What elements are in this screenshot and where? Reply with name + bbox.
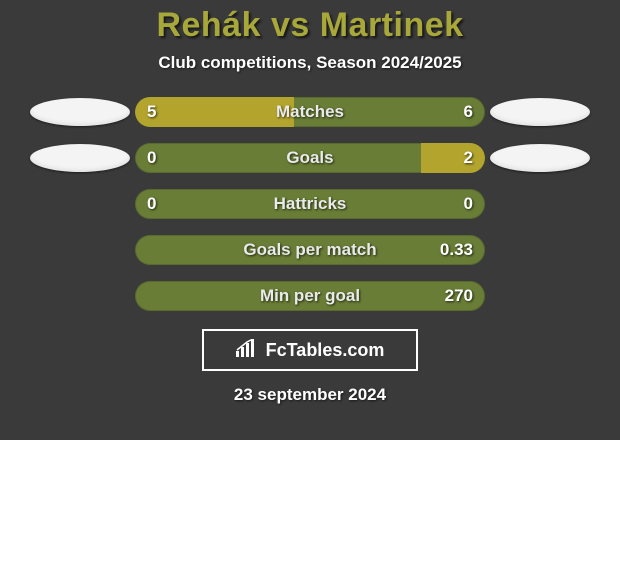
badge-ellipse bbox=[30, 98, 130, 126]
chart-icon bbox=[236, 339, 258, 362]
stat-value-right: 6 bbox=[464, 97, 473, 127]
badge-ellipse bbox=[490, 98, 590, 126]
stat-value-right: 0 bbox=[464, 189, 473, 219]
stat-label: Hattricks bbox=[135, 189, 485, 219]
stat-bar: 0Goals2 bbox=[135, 143, 485, 173]
page-title: Rehák vs Martinek bbox=[0, 6, 620, 45]
player-right-badge bbox=[485, 144, 595, 172]
player-left-badge bbox=[25, 144, 135, 172]
stat-bar: 5Matches6 bbox=[135, 97, 485, 127]
stat-value-right: 270 bbox=[445, 281, 473, 311]
stat-bar: Goals per match0.33 bbox=[135, 235, 485, 265]
player-right-badge bbox=[485, 98, 595, 126]
comparison-card: Rehák vs Martinek Club competitions, Sea… bbox=[0, 0, 620, 440]
stat-label: Matches bbox=[135, 97, 485, 127]
stat-value-right: 0.33 bbox=[440, 235, 473, 265]
stat-row: 0Hattricks0 bbox=[0, 189, 620, 219]
attribution-badge: FcTables.com bbox=[202, 329, 418, 371]
stat-label: Goals per match bbox=[135, 235, 485, 265]
stat-label: Goals bbox=[135, 143, 485, 173]
badge-ellipse bbox=[30, 144, 130, 172]
footer-date: 23 september 2024 bbox=[0, 385, 620, 405]
stat-rows: 5Matches60Goals20Hattricks0Goals per mat… bbox=[0, 97, 620, 311]
badge-ellipse bbox=[490, 144, 590, 172]
subtitle: Club competitions, Season 2024/2025 bbox=[0, 53, 620, 73]
stat-label: Min per goal bbox=[135, 281, 485, 311]
stat-row: Goals per match0.33 bbox=[0, 235, 620, 265]
stat-row: Min per goal270 bbox=[0, 281, 620, 311]
stat-row: 5Matches6 bbox=[0, 97, 620, 127]
stat-bar: 0Hattricks0 bbox=[135, 189, 485, 219]
stat-row: 0Goals2 bbox=[0, 143, 620, 173]
stat-value-right: 2 bbox=[464, 143, 473, 173]
stat-bar: Min per goal270 bbox=[135, 281, 485, 311]
attribution-text: FcTables.com bbox=[266, 340, 385, 361]
player-left-badge bbox=[25, 98, 135, 126]
